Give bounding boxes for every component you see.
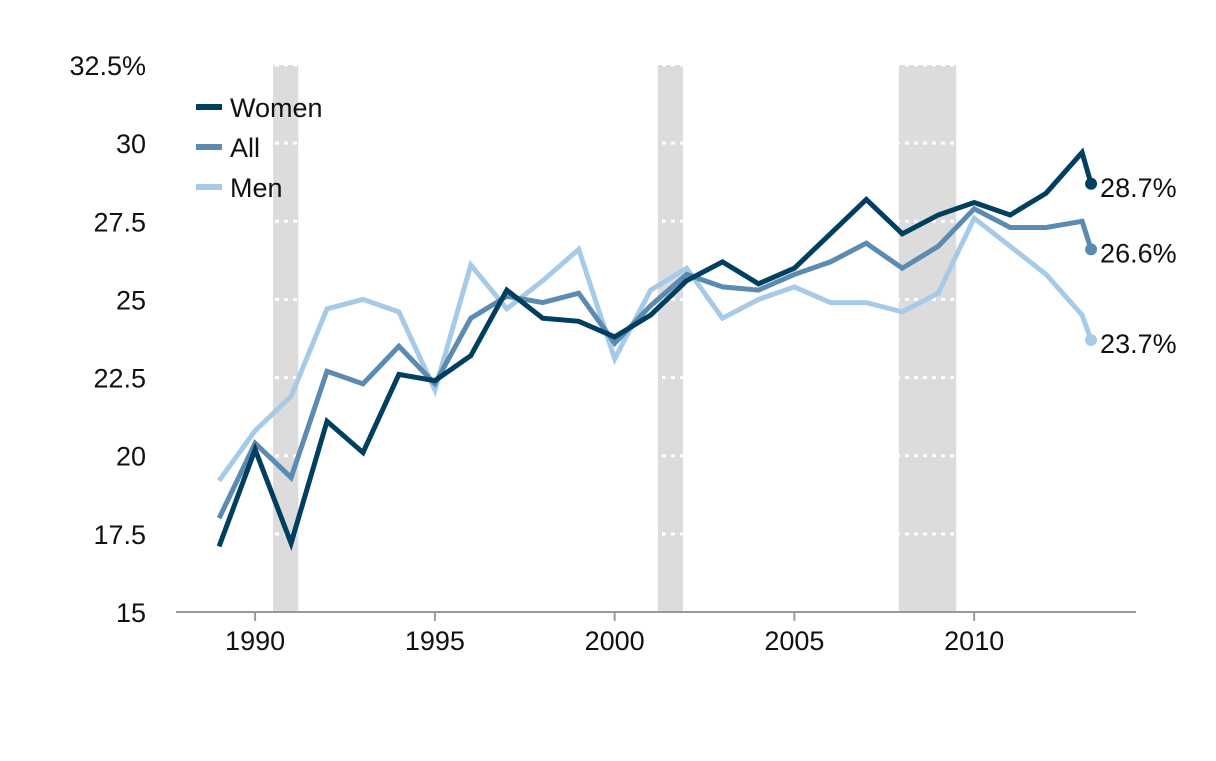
legend-label-men: Men	[230, 173, 283, 203]
y-tick-label-15: 15	[116, 598, 146, 628]
end-point-men	[1085, 334, 1098, 347]
y-tick-label-17.5: 17.5	[93, 520, 146, 550]
x-tick-label-1995: 1995	[405, 626, 465, 656]
series-line-all	[216, 205, 1094, 520]
series-line-men	[217, 214, 1094, 483]
legend-label-women: Women	[230, 93, 323, 123]
y-tick-label-27.5: 27.5	[93, 207, 146, 237]
recession-band-3	[898, 65, 957, 612]
x-tick-label-2010: 2010	[944, 626, 1004, 656]
end-label-men: 23.7%	[1100, 329, 1177, 359]
legend-label-all: All	[230, 133, 260, 163]
end-point-women	[1085, 177, 1098, 190]
end-label-all: 26.6%	[1100, 238, 1177, 268]
y-tick-label-30: 30	[116, 129, 146, 159]
y-tick-label-20: 20	[116, 442, 146, 472]
end-label-women: 28.7%	[1100, 173, 1177, 203]
y-tick-label-32.5: 32.5%	[69, 51, 146, 81]
legend: Women All Men	[196, 93, 323, 203]
recession-bands	[273, 65, 957, 612]
y-axis-ticks: 15 17.5 20 22.5 25 27.5 30 32.5%	[69, 51, 146, 628]
recession-band-1	[273, 65, 299, 612]
end-point-all	[1085, 243, 1098, 256]
recession-band-2	[657, 65, 683, 612]
x-axis-ticks: 1990 1995 2000 2005 2010	[225, 612, 1004, 656]
series-line-women	[216, 147, 1094, 551]
x-tick-label-2000: 2000	[585, 626, 645, 656]
x-tick-label-1990: 1990	[225, 626, 285, 656]
y-tick-label-22.5: 22.5	[93, 364, 146, 394]
y-tick-label-25: 25	[116, 285, 146, 315]
series-lines: 23.7% 26.6% 28.7%	[216, 147, 1177, 551]
x-tick-label-2005: 2005	[764, 626, 824, 656]
